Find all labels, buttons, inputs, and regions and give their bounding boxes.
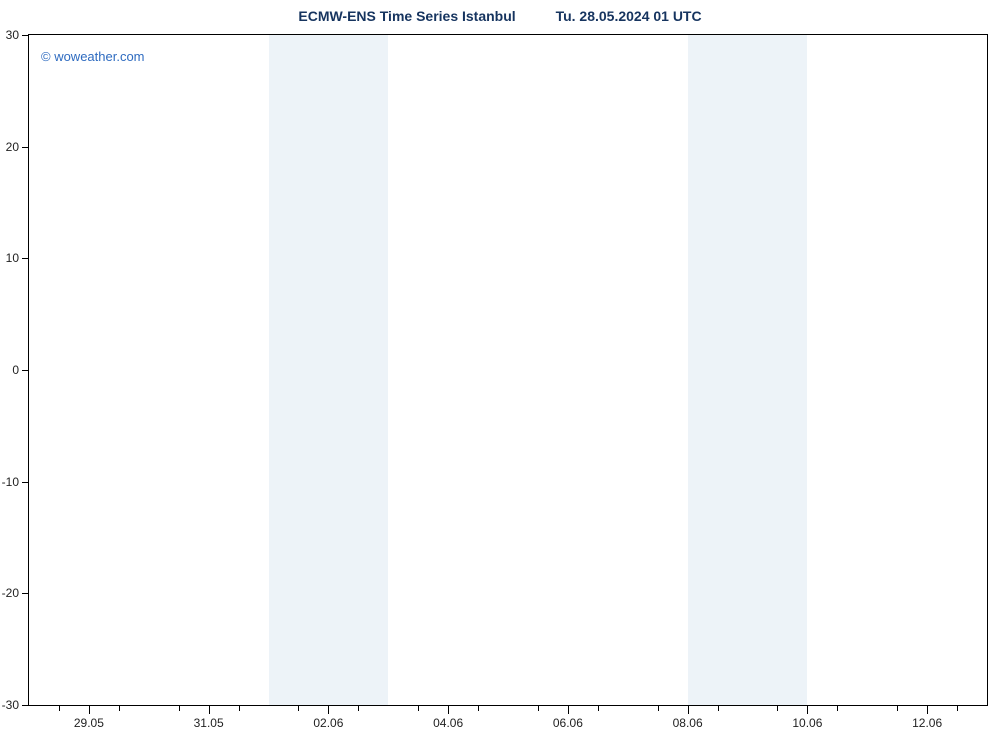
x-minor-tick xyxy=(658,706,659,711)
x-minor-tick xyxy=(59,706,60,711)
x-major-tick xyxy=(568,706,569,714)
x-major-tick xyxy=(807,706,808,714)
y-tick xyxy=(22,147,28,148)
x-minor-tick xyxy=(418,706,419,711)
x-minor-tick xyxy=(119,706,120,711)
watermark-text: © woweather.com xyxy=(41,49,145,64)
x-tick-label: 04.06 xyxy=(433,716,463,730)
chart-title-main: ECMW-ENS Time Series Istanbul xyxy=(298,8,515,24)
x-tick-label: 10.06 xyxy=(792,716,822,730)
x-tick-label: 06.06 xyxy=(553,716,583,730)
x-minor-tick xyxy=(298,706,299,711)
y-tick xyxy=(22,705,28,706)
x-tick-label: 31.05 xyxy=(194,716,224,730)
x-major-tick xyxy=(209,706,210,714)
x-minor-tick xyxy=(538,706,539,711)
x-major-tick xyxy=(328,706,329,714)
x-minor-tick xyxy=(957,706,958,711)
plot-area: © woweather.com xyxy=(28,34,988,706)
x-minor-tick xyxy=(837,706,838,711)
y-tick xyxy=(22,370,28,371)
chart-title-time: Tu. 28.05.2024 01 UTC xyxy=(556,8,702,24)
chart-container: { "chart": { "type": "line", "title_main… xyxy=(0,0,1000,733)
y-tick xyxy=(22,593,28,594)
chart-title-row: ECMW-ENS Time Series Istanbul Tu. 28.05.… xyxy=(0,8,1000,24)
x-tick-label: 02.06 xyxy=(313,716,343,730)
y-tick-label: -30 xyxy=(2,698,19,712)
y-tick-label: 20 xyxy=(6,140,19,154)
x-major-tick xyxy=(688,706,689,714)
y-tick xyxy=(22,482,28,483)
shaded-band xyxy=(688,35,808,705)
x-minor-tick xyxy=(718,706,719,711)
x-tick-label: 29.05 xyxy=(74,716,104,730)
x-major-tick xyxy=(448,706,449,714)
y-tick xyxy=(22,258,28,259)
x-minor-tick xyxy=(897,706,898,711)
y-tick-label: -10 xyxy=(2,475,19,489)
x-minor-tick xyxy=(239,706,240,711)
x-minor-tick xyxy=(777,706,778,711)
y-tick-label: 10 xyxy=(6,251,19,265)
x-minor-tick xyxy=(478,706,479,711)
x-major-tick xyxy=(927,706,928,714)
x-minor-tick xyxy=(179,706,180,711)
shaded-band xyxy=(269,35,389,705)
x-major-tick xyxy=(89,706,90,714)
y-tick-label: 30 xyxy=(6,28,19,42)
y-tick xyxy=(22,35,28,36)
y-tick-label: 0 xyxy=(12,363,19,377)
x-tick-label: 08.06 xyxy=(673,716,703,730)
y-tick-label: -20 xyxy=(2,586,19,600)
x-minor-tick xyxy=(358,706,359,711)
x-tick-label: 12.06 xyxy=(912,716,942,730)
x-minor-tick xyxy=(598,706,599,711)
